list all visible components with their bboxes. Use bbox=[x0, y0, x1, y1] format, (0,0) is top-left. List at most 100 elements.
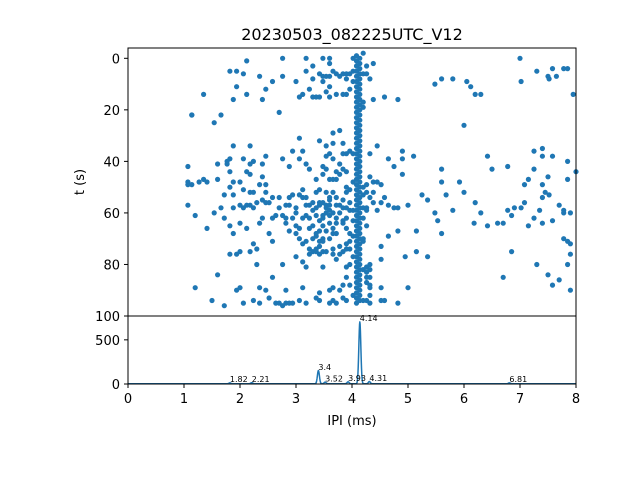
raster-point bbox=[211, 210, 217, 216]
raster-point bbox=[357, 225, 363, 231]
raster-point bbox=[505, 163, 511, 170]
peak-label: 1.82 bbox=[230, 375, 248, 384]
raster-point bbox=[234, 68, 240, 74]
raster-point bbox=[495, 220, 501, 226]
raster-point bbox=[296, 236, 302, 242]
raster-point bbox=[381, 94, 388, 100]
raster-point bbox=[546, 192, 552, 198]
raster-point bbox=[263, 153, 269, 159]
raster-point bbox=[316, 228, 323, 234]
raster-point bbox=[227, 223, 233, 229]
raster-y-axis-label: t (s) bbox=[73, 169, 88, 195]
raster-point bbox=[357, 246, 363, 252]
raster-point bbox=[276, 194, 282, 201]
raster-point bbox=[357, 91, 363, 97]
raster-point bbox=[327, 94, 333, 100]
raster-point bbox=[357, 76, 363, 82]
histogram-x-tick-label: 8 bbox=[572, 392, 580, 407]
raster-point bbox=[478, 210, 484, 216]
raster-point bbox=[357, 220, 363, 226]
raster-point bbox=[357, 153, 363, 159]
raster-point bbox=[303, 161, 309, 167]
raster-point bbox=[310, 200, 316, 206]
raster-point bbox=[237, 220, 243, 226]
raster-point bbox=[381, 297, 388, 304]
raster-point bbox=[250, 205, 256, 211]
raster-point bbox=[330, 130, 336, 136]
raster-point bbox=[471, 220, 477, 226]
raster-point bbox=[399, 148, 405, 154]
raster-point bbox=[340, 140, 346, 146]
raster-point bbox=[395, 300, 401, 306]
raster-point bbox=[330, 251, 336, 257]
raster-point bbox=[263, 189, 269, 195]
raster-point bbox=[556, 277, 562, 283]
raster-point bbox=[211, 120, 217, 126]
raster-point bbox=[189, 182, 195, 188]
raster-point bbox=[357, 169, 363, 175]
raster-point bbox=[303, 55, 309, 61]
raster-point bbox=[327, 60, 333, 67]
raster-point bbox=[323, 189, 329, 195]
raster-point bbox=[250, 241, 256, 247]
raster-point bbox=[357, 55, 363, 61]
raster-point bbox=[196, 179, 202, 185]
raster-point bbox=[269, 194, 276, 201]
raster-point bbox=[269, 78, 276, 85]
raster-point bbox=[234, 84, 240, 90]
raster-point bbox=[230, 179, 236, 185]
raster-point bbox=[456, 179, 463, 185]
peak-label: 3.93 bbox=[348, 374, 366, 383]
raster-point bbox=[360, 99, 366, 105]
raster-point bbox=[347, 187, 353, 193]
raster-point bbox=[333, 300, 339, 306]
raster-point bbox=[310, 63, 316, 69]
raster-point bbox=[347, 238, 353, 244]
histogram-plot-frame bbox=[127, 315, 577, 385]
raster-point bbox=[521, 200, 528, 206]
raster-point bbox=[370, 60, 376, 67]
raster-point bbox=[472, 91, 478, 97]
raster-point bbox=[357, 122, 363, 128]
raster-point bbox=[266, 230, 272, 237]
raster-point bbox=[293, 205, 299, 211]
raster-point bbox=[395, 228, 401, 234]
raster-point bbox=[450, 76, 456, 82]
raster-point bbox=[333, 91, 339, 97]
raster-point bbox=[316, 94, 323, 100]
raster-point bbox=[330, 210, 336, 216]
raster-point bbox=[240, 300, 246, 306]
raster-point bbox=[374, 143, 380, 149]
raster-point bbox=[567, 210, 574, 216]
raster-point bbox=[300, 285, 306, 291]
raster-point bbox=[531, 148, 537, 154]
raster-point bbox=[310, 223, 316, 229]
raster-point bbox=[565, 66, 571, 72]
raster-point bbox=[567, 251, 574, 257]
raster-point bbox=[247, 143, 253, 149]
raster-point bbox=[567, 241, 574, 247]
raster-point bbox=[266, 200, 272, 206]
histogram-y-tick-label: 0 bbox=[112, 378, 120, 393]
raster-point bbox=[402, 254, 408, 260]
raster-point bbox=[367, 174, 373, 180]
raster-point bbox=[310, 76, 316, 82]
raster-point bbox=[333, 176, 339, 182]
raster-point bbox=[531, 215, 537, 221]
raster-point bbox=[254, 200, 260, 206]
histogram-x-tick-label: 0 bbox=[124, 392, 132, 407]
raster-point bbox=[549, 218, 556, 224]
raster-point bbox=[439, 179, 445, 185]
raster-point bbox=[269, 238, 276, 244]
raster-point bbox=[395, 96, 401, 103]
raster-point bbox=[330, 225, 336, 231]
raster-point bbox=[320, 55, 326, 61]
raster-point bbox=[230, 96, 236, 103]
raster-point bbox=[378, 182, 384, 188]
raster-point bbox=[337, 127, 343, 134]
raster-point bbox=[461, 189, 467, 195]
raster-point bbox=[360, 215, 366, 221]
histogram-x-tick-label: 2 bbox=[236, 392, 244, 407]
raster-point bbox=[461, 122, 467, 128]
raster-point bbox=[230, 205, 236, 211]
